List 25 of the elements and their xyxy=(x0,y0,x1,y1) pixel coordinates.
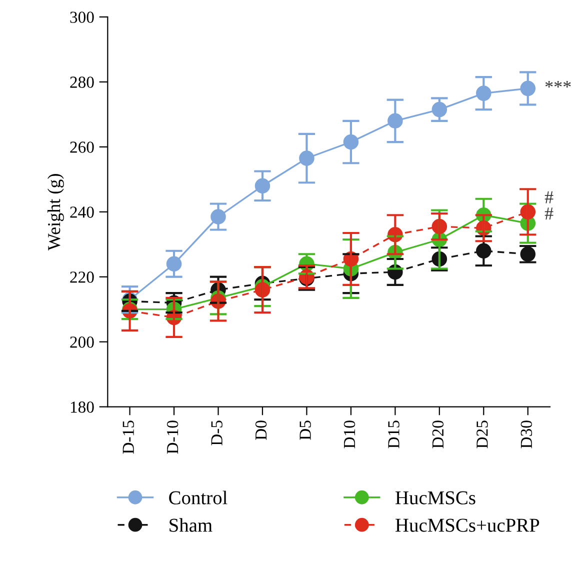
y-tick-label: 300 xyxy=(70,12,94,23)
x-tick-label: D30 xyxy=(520,420,532,448)
legend-label: Control xyxy=(169,490,228,504)
y-tick-label: 220 xyxy=(70,272,94,283)
annotation: # xyxy=(544,191,554,204)
y-tick-label: 180 xyxy=(70,402,94,413)
annotation: *** xyxy=(545,80,571,88)
y-tick-label: 200 xyxy=(70,336,94,348)
x-tick-label: D-15 xyxy=(122,420,134,454)
legend-label: HucMSCs xyxy=(396,491,476,504)
x-tick-label: D15 xyxy=(388,420,400,448)
y-axis-title: Weight (g) xyxy=(47,174,64,250)
x-tick-label: D-10 xyxy=(166,420,178,454)
x-tick-label: D0 xyxy=(255,420,267,440)
y-tick-label: 280 xyxy=(70,76,94,88)
x-tick-label: D20 xyxy=(432,420,444,448)
annotation: # xyxy=(544,208,554,220)
legend-label: HucMSCs+ucPRP xyxy=(396,518,540,532)
x-tick-label: D-5 xyxy=(211,420,222,446)
y-tick-label: 260 xyxy=(70,142,94,153)
y-tick-label: 240 xyxy=(70,206,94,218)
x-tick-label: D10 xyxy=(344,420,356,448)
x-tick-label: D5 xyxy=(300,420,311,440)
x-tick-label: D25 xyxy=(476,420,488,448)
legend-label: Sham xyxy=(170,518,212,532)
